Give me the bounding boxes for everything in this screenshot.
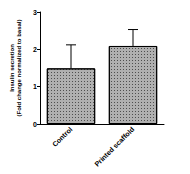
svg-text:2: 2 xyxy=(33,46,37,53)
svg-text:Printed scaffold: Printed scaffold xyxy=(93,126,135,168)
svg-text:0: 0 xyxy=(33,121,37,128)
svg-text:3: 3 xyxy=(33,9,37,16)
svg-text:(Fold change normalized to bas: (Fold change normalized to basal) xyxy=(16,19,22,116)
svg-text:Control: Control xyxy=(51,125,74,148)
svg-text:Insulin secretion: Insulin secretion xyxy=(9,44,15,92)
svg-text:1: 1 xyxy=(33,83,37,90)
